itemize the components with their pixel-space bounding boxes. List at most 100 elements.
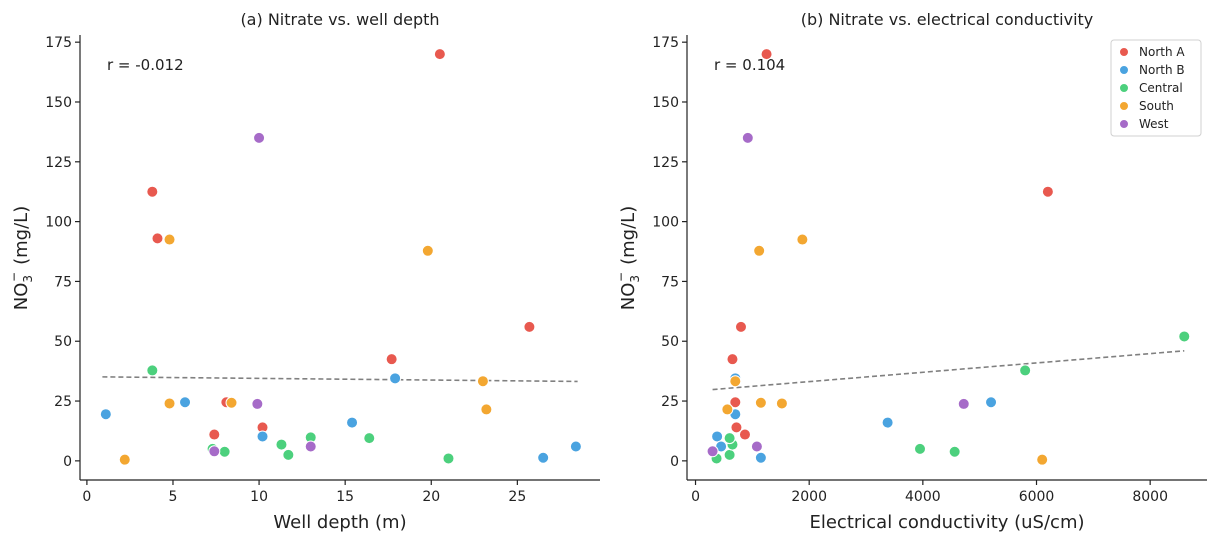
- point-north-b: [346, 416, 359, 429]
- y-tick-label: 25: [661, 394, 679, 410]
- point-west: [251, 397, 264, 410]
- point-south: [118, 453, 131, 466]
- y-tick-label: 175: [652, 35, 679, 51]
- point-north-b: [711, 430, 724, 443]
- point-south: [721, 403, 734, 416]
- y-axis-label-main: NO: [618, 283, 639, 311]
- point-south: [729, 375, 742, 388]
- chart-panel-b: (b) Nitrate vs. electrical conductivity …: [614, 10, 1207, 533]
- point-north-a: [151, 232, 164, 245]
- y-axis-label-main: NO: [11, 283, 32, 311]
- x-tick-label: 25: [508, 489, 526, 505]
- point-south: [1036, 453, 1049, 466]
- point-central: [282, 448, 295, 461]
- chart-title: (b) Nitrate vs. electrical conductivity: [801, 10, 1094, 29]
- point-north-b: [881, 416, 894, 429]
- legend: North A North B Central South West: [1110, 39, 1202, 137]
- point-north-b: [179, 396, 192, 409]
- point-west: [706, 445, 719, 458]
- point-north-b: [754, 451, 767, 464]
- y-tick-label: 0: [670, 454, 679, 470]
- y-tick-label: 125: [652, 155, 679, 171]
- x-axis-label: Well depth (m): [273, 512, 406, 533]
- legend-label: Central: [1139, 81, 1183, 95]
- point-west: [304, 440, 317, 453]
- x-tick-label: 20: [422, 489, 440, 505]
- point-central: [442, 452, 455, 465]
- y-axis-label: NO3− (mg/L): [7, 206, 35, 310]
- correlation-annotation: r = 0.104: [714, 56, 785, 74]
- point-west: [750, 440, 763, 453]
- point-north-b: [256, 430, 269, 443]
- y-axis-label-subscript: 3: [628, 275, 642, 283]
- point-central: [363, 432, 376, 445]
- y-axis-label-superscript: −: [7, 272, 21, 282]
- legend-box: [1110, 39, 1202, 137]
- point-central: [914, 442, 927, 455]
- point-north-a: [208, 428, 221, 441]
- trend-line: [102, 376, 578, 383]
- point-south: [775, 397, 788, 410]
- point-north-a: [1041, 185, 1054, 198]
- y-tick-label: 50: [661, 334, 679, 350]
- x-tick-label: 4000: [905, 489, 941, 505]
- correlation-annotation: r = -0.012: [107, 56, 184, 74]
- x-tick-label: 0: [691, 489, 700, 505]
- x-tick-label: 0: [82, 489, 91, 505]
- y-tick-label: 75: [54, 274, 72, 290]
- point-central: [723, 448, 736, 461]
- y-tick-label: 100: [45, 215, 72, 231]
- x-tick-label: 2000: [791, 489, 827, 505]
- y-tick-label: 100: [652, 215, 679, 231]
- y-axis-label-unit: (mg/L): [11, 206, 32, 265]
- point-central: [723, 432, 736, 445]
- legend-label: North B: [1139, 63, 1185, 77]
- y-axis-label-unit: (mg/L): [618, 206, 639, 265]
- x-axis-label: Electrical conductivity (uS/cm): [809, 512, 1084, 533]
- legend-marker: [1119, 119, 1129, 129]
- point-west: [957, 397, 970, 410]
- point-north-b: [537, 451, 550, 464]
- point-west: [253, 131, 266, 144]
- legend-label: West: [1139, 117, 1169, 131]
- point-north-a: [385, 353, 398, 366]
- legend-label: South: [1139, 99, 1174, 113]
- x-tick-label: 10: [250, 489, 268, 505]
- point-central: [1019, 364, 1032, 377]
- legend-marker: [1119, 101, 1129, 111]
- point-south: [476, 375, 489, 388]
- point-south: [480, 403, 493, 416]
- point-north-a: [726, 353, 739, 366]
- legend-marker: [1119, 65, 1129, 75]
- trend-line: [712, 350, 1185, 391]
- x-tick-label: 6000: [1019, 489, 1055, 505]
- y-tick-label: 50: [54, 334, 72, 350]
- point-south: [421, 244, 434, 257]
- y-tick-label: 0: [63, 454, 72, 470]
- point-central: [146, 364, 159, 377]
- y-axis-label-subscript: 3: [21, 275, 35, 283]
- point-north-b: [99, 408, 112, 421]
- point-north-a: [523, 320, 536, 333]
- point-central: [275, 438, 288, 451]
- chart-title: (a) Nitrate vs. well depth: [240, 10, 439, 29]
- point-north-a: [730, 421, 743, 434]
- point-north-a: [760, 48, 773, 61]
- point-south: [163, 397, 176, 410]
- point-north-a: [433, 48, 446, 61]
- point-north-a: [734, 320, 747, 333]
- point-north-a: [729, 396, 742, 409]
- y-tick-label: 25: [54, 394, 72, 410]
- point-central: [218, 445, 231, 458]
- point-north-b: [569, 440, 582, 453]
- y-tick-label: 150: [45, 95, 72, 111]
- point-north-a: [146, 185, 159, 198]
- point-north-b: [389, 372, 402, 385]
- y-axis-label-superscript: −: [614, 272, 628, 282]
- point-north-a: [738, 428, 751, 441]
- point-south: [225, 396, 238, 409]
- y-tick-label: 175: [45, 35, 72, 51]
- point-south: [754, 396, 767, 409]
- point-central: [948, 445, 961, 458]
